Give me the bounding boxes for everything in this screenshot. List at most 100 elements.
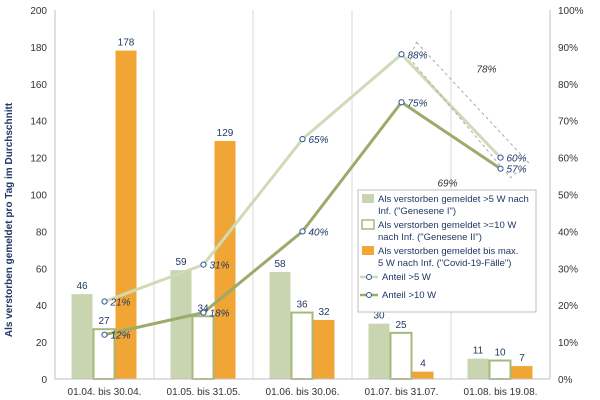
- y2-tick-label: 60%: [558, 154, 578, 165]
- x-tick-label: 01.05. bis 31.05.: [167, 387, 241, 398]
- line-point: [101, 331, 108, 338]
- bar: [170, 270, 192, 379]
- y2-tick-label: 40%: [558, 227, 578, 238]
- y2-tick-label: 30%: [558, 264, 578, 275]
- bar-value-label: 34: [197, 303, 209, 314]
- bar-value-label: 59: [175, 257, 187, 268]
- annotations: 78% 69%: [408, 41, 530, 190]
- legend-label-line: Als verstorben gemeldet >=10 W: [378, 220, 516, 231]
- bar: [269, 271, 291, 379]
- y-axis-label: Als verstorben gemeldet pro Tag im Durch…: [4, 102, 15, 337]
- y2-tick-label: 100%: [558, 6, 584, 17]
- y-tick-label: 60: [36, 264, 48, 275]
- annotation-label: 69%: [438, 179, 458, 190]
- y-tick-label: 120: [30, 154, 47, 165]
- legend-marker: [366, 274, 372, 280]
- y-tick-label: 160: [30, 80, 47, 91]
- bar-value-label: 27: [98, 316, 110, 327]
- line-value-label: 40%: [309, 227, 329, 238]
- line-point: [200, 261, 207, 268]
- legend-label-line: Inf. ("Genesene I"): [378, 206, 456, 217]
- y2-tick-label: 70%: [558, 117, 578, 128]
- bar: [467, 358, 489, 379]
- bar-value-label: 10: [494, 348, 506, 359]
- legend-label-line: Als verstorben gemeldet bis max.: [378, 246, 518, 257]
- bar: [214, 140, 236, 379]
- bar-value-label: 25: [395, 320, 407, 331]
- y-tick-label: 100: [30, 191, 47, 202]
- y-tick-label: 40: [36, 301, 48, 312]
- y-tick-label: 140: [30, 117, 47, 128]
- bar-value-label: 46: [76, 281, 88, 292]
- line-point: [299, 228, 306, 235]
- y2-tick-label: 10%: [558, 338, 578, 349]
- bar-value-label: 36: [296, 300, 308, 311]
- line-value-label: 12%: [111, 331, 131, 342]
- x-tick-label: 01.06. bis 30.06.: [266, 387, 340, 398]
- line-point: [398, 51, 405, 58]
- bar-value-label: 7: [519, 353, 525, 364]
- legend-marker: [366, 292, 372, 298]
- bar: [191, 315, 215, 380]
- bar: [511, 366, 533, 379]
- y2-tick-label: 20%: [558, 301, 578, 312]
- legend-label-line: 5 W nach Inf. ("Covid-19-Fälle"): [378, 258, 511, 269]
- legend-label: Als verstorben gemeldet bis max. 5 W nach…: [378, 246, 518, 269]
- line-value-label: 65%: [309, 135, 329, 146]
- line-point: [200, 309, 207, 316]
- x-tick-label: 01.08. bis 19.08.: [464, 387, 538, 398]
- bar: [71, 294, 93, 379]
- y-tick-label: 200: [30, 6, 47, 17]
- legend-label: Anteil >10 W: [382, 290, 436, 301]
- line-series: [101, 51, 504, 338]
- y-tick-label: 0: [41, 375, 47, 386]
- line-value-label: 88%: [408, 50, 428, 61]
- legend: Als verstorben gemeldet >5 W nach Inf. ("…: [357, 189, 537, 313]
- bar-value-label: 58: [274, 259, 286, 270]
- y-tick-label: 180: [30, 43, 47, 54]
- line-value-label: 75%: [408, 98, 428, 109]
- bar-value-label: 129: [217, 128, 234, 139]
- y2-tick-label: 50%: [558, 191, 578, 202]
- line-point: [497, 154, 504, 161]
- legend-swatch: [361, 219, 375, 230]
- y2-tick-label: 90%: [558, 43, 578, 54]
- bar: [313, 319, 335, 379]
- line-point: [398, 99, 405, 106]
- dashed-bracket: [408, 41, 530, 179]
- bar: [290, 311, 314, 380]
- line-value-label: 21%: [110, 298, 131, 309]
- bar-value-label: 32: [318, 307, 330, 318]
- y2-tick-label: 80%: [558, 80, 578, 91]
- bar: [412, 371, 434, 379]
- line-point: [299, 136, 306, 143]
- line-value-label: 18%: [210, 309, 230, 320]
- line-point: [101, 298, 108, 305]
- legend-swatch: [362, 246, 374, 255]
- legend-box: [357, 189, 537, 313]
- bar-value-label: 4: [420, 359, 426, 370]
- y-tick-label: 80: [36, 227, 48, 238]
- line-value-label: 31%: [210, 261, 230, 272]
- bar-value-label: 178: [118, 38, 135, 49]
- bar-value-label: 30: [373, 311, 385, 322]
- line-value-label: 57%: [507, 165, 527, 176]
- bar: [488, 359, 512, 380]
- legend-label: Anteil >5 W: [382, 272, 431, 283]
- bars: [71, 50, 533, 380]
- line-value-label: 60%: [507, 154, 527, 165]
- bar: [389, 331, 413, 380]
- data-labels: 46 59 58 30 11 27 34 36 25 10 178 129 32 4 7 21% 31% 65% 8…: [76, 38, 526, 370]
- legend-label: Als verstorben gemeldet >5 W nach Inf. ("…: [378, 194, 529, 217]
- legend-label-line: nach Inf. ("Genesene II"): [378, 232, 482, 243]
- bar-value-label: 11: [473, 346, 484, 357]
- legend-label-line: Als verstorben gemeldet >5 W nach: [378, 194, 529, 205]
- annotation-label: 78%: [477, 64, 497, 75]
- x-tick-label: 01.07. bis 31.07.: [365, 387, 439, 398]
- bar: [368, 323, 390, 379]
- axes: 0204060801001201401601802000%10%20%30%40…: [30, 6, 583, 398]
- legend-swatch: [362, 194, 374, 203]
- y-tick-label: 20: [36, 338, 48, 349]
